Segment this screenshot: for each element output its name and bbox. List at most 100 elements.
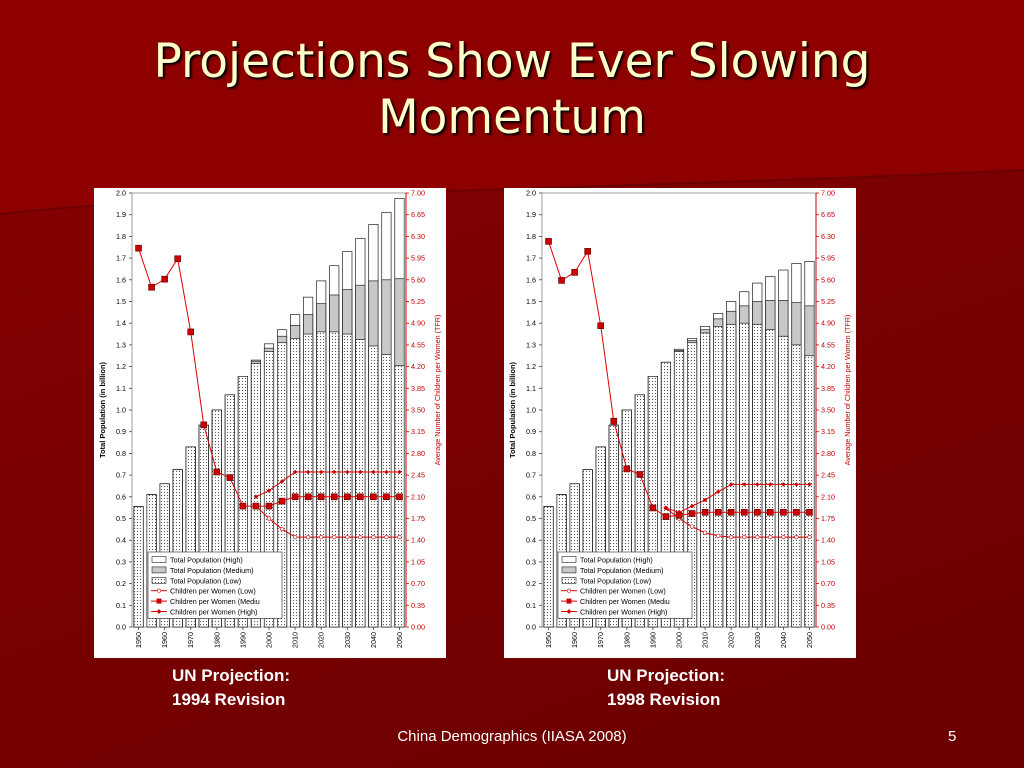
y2-tick-label: 3.50 (411, 406, 425, 415)
y2-tick-label: 0.00 (821, 623, 835, 632)
tfr-high-marker (371, 469, 376, 475)
y2-tick-label: 4.20 (411, 362, 425, 371)
tfr-high-marker (384, 469, 389, 475)
tfr-low-marker (384, 535, 389, 540)
y-tick-label: 1.2 (116, 362, 126, 371)
y2-tick-label: 2.10 (411, 492, 425, 501)
y-tick-label: 0.6 (526, 492, 536, 501)
legend-label: Total Population (Medium) (580, 566, 664, 575)
y2-tick-label: 5.95 (821, 254, 835, 263)
tfr-medium-marker (252, 502, 260, 510)
x-tick-label: 2040 (369, 632, 378, 648)
x-tick-label: 1960 (160, 632, 169, 648)
x-tick-label: 1990 (648, 632, 657, 648)
legend-swatch (151, 566, 167, 574)
tfr-high-marker (266, 488, 272, 493)
legend-label: Total Population (Low) (580, 576, 651, 585)
tfr-low-marker (266, 516, 272, 521)
y2-axis-title: Average Number of Children per Women (TF… (433, 315, 442, 466)
legend-marker (566, 588, 572, 593)
y2-tick-label: 3.15 (821, 427, 835, 436)
tfr-medium-marker (623, 465, 631, 473)
legend-item: Children per Women (High) (561, 608, 667, 617)
x-tick-label: 1970 (186, 632, 195, 648)
legend-marker (156, 598, 162, 604)
tfr-medium-marker (383, 493, 390, 501)
caption-line-1: UN Projection: (607, 666, 726, 685)
bar-low (381, 354, 392, 628)
bar-low (778, 335, 789, 628)
tfr-medium-marker (213, 468, 221, 476)
y-tick-label: 1.4 (116, 319, 126, 328)
tfr-high-marker (676, 510, 682, 515)
x-tick-label: 2040 (779, 632, 788, 648)
bar-low (368, 345, 379, 628)
bar-low (329, 331, 340, 628)
tfr-medium-marker (688, 510, 696, 517)
tfr-high-marker (253, 494, 259, 499)
y-tick-label: 1.6 (116, 275, 126, 284)
y-tick-label: 0.8 (526, 449, 536, 458)
chart-1994-revision: 0.0 0.1 0.2 0.3 0.4 0.5 0.6 0.7 0.8 0.9 1.0 1.1 1.2 1… (98, 189, 442, 649)
legend-item: Total Population (High) (151, 556, 243, 565)
x-tick-label: 1950 (134, 632, 143, 648)
tfr-medium-marker (187, 328, 195, 336)
tfr-medium-marker (135, 244, 142, 252)
chart-1998-revision: 0.0 0.1 0.2 0.3 0.4 0.5 0.6 0.7 0.8 0.9 1.0 1.1 1.2 1… (508, 189, 852, 649)
tfr-low-marker (345, 535, 350, 540)
x-tick-label: 2000 (675, 632, 684, 648)
y2-tick-label: 7.00 (821, 189, 835, 198)
y-tick-label: 0.9 (116, 427, 126, 436)
caption-1994: UN Projection: 1994 Revision (172, 664, 290, 712)
page-number: 5 (948, 728, 957, 745)
tfr-low-marker (768, 535, 773, 540)
tfr-medium-marker (767, 508, 774, 516)
y2-tick-label: 5.60 (821, 275, 835, 284)
bar-low (342, 333, 353, 628)
y2-tick-label: 0.00 (411, 623, 425, 632)
tfr-medium-marker (793, 508, 800, 516)
y-tick-label: 1.1 (116, 384, 126, 393)
tfr-low-marker (702, 530, 708, 535)
legend-swatch (561, 566, 577, 574)
legend-label: Children per Women (Mediu (170, 597, 260, 606)
y-tick-label: 1.7 (526, 254, 536, 263)
bar-low (355, 339, 366, 628)
tfr-high-marker (318, 469, 324, 475)
tfr-low-marker (358, 535, 363, 540)
y2-tick-label: 4.55 (411, 340, 425, 349)
y-tick-label: 1.3 (526, 340, 536, 349)
tfr-medium-marker (610, 417, 618, 425)
tfr-low-marker (807, 535, 812, 540)
caption-line-2: 1994 Revision (172, 690, 286, 709)
y2-tick-label: 2.45 (821, 471, 835, 480)
tfr-medium-marker (226, 474, 234, 481)
bar-low (752, 323, 763, 628)
legend-marker (156, 588, 162, 593)
tfr-medium-marker (649, 504, 657, 512)
y-tick-label: 0.3 (116, 557, 126, 566)
x-tick-label: 1980 (622, 632, 631, 648)
tfr-low-marker (292, 535, 298, 540)
y2-tick-label: 1.75 (411, 514, 425, 523)
chart-panel-1998: 0.0 0.1 0.2 0.3 0.4 0.5 0.6 0.7 0.8 0.9 1.0 1.1 1.2 1… (504, 188, 856, 658)
tfr-low-marker (729, 535, 734, 540)
legend-marker (566, 609, 572, 614)
y-tick-label: 1.8 (116, 232, 126, 241)
y2-tick-label: 5.25 (411, 297, 425, 306)
legend-label: Total Population (High) (170, 556, 243, 565)
y2-tick-label: 0.35 (411, 601, 425, 610)
tfr-low-marker (319, 535, 324, 540)
bar-low (713, 326, 724, 628)
y-axis-title: Total Population (in billion) (508, 361, 517, 458)
y-tick-label: 0.4 (116, 536, 126, 545)
y-tick-label: 1.6 (526, 275, 536, 284)
tfr-medium-marker (545, 238, 552, 245)
legend-label: Children per Women (Low) (580, 587, 666, 596)
tfr-medium-marker (174, 255, 181, 263)
y-tick-label: 1.1 (526, 384, 536, 393)
y2-tick-label: 1.40 (411, 536, 425, 545)
y2-tick-label: 6.65 (821, 210, 835, 219)
bar-low (543, 506, 554, 628)
legend-item: Total Population (Medium) (561, 566, 664, 575)
